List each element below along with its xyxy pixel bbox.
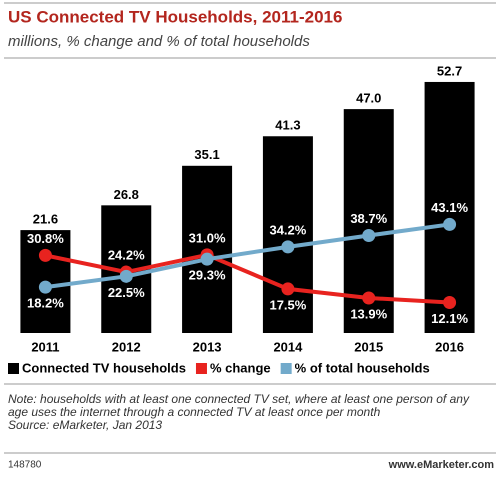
line-value-label: 22.5% [108,285,145,300]
chart-id: 148780 [8,460,42,471]
line-value-label: 18.2% [27,296,64,311]
bar-value-label: 35.1 [194,147,219,162]
line [45,252,450,305]
x-tick-label: 2014 [273,339,303,354]
x-tick-label: 2011 [31,339,59,354]
x-tick-label: 2012 [112,339,141,354]
note: Note: households with at least one conne… [8,392,469,419]
legend-label: % of total households [295,360,430,375]
chart-subtitle: millions, % change and % of total househ… [8,33,310,50]
bar-value-label: 41.3 [275,118,300,133]
line-value-label: 29.3% [189,268,226,283]
bar-value-label: 52.7 [437,63,462,78]
line-value-label: 17.5% [269,297,306,312]
x-tick-label: 2013 [193,339,222,354]
notes: Note: households with at least one conne… [8,393,488,432]
source: Source: eMarketer, Jan 2013 [8,418,163,432]
line [45,222,450,290]
point [443,217,457,231]
bar [262,136,313,333]
chart-title: US Connected TV Households, 2011-2016 [8,7,342,26]
line-value-label: 30.8% [27,231,64,246]
legend-label: % change [210,360,271,375]
point [281,282,295,296]
line-value-label: 31.0% [189,230,226,245]
point [200,252,214,266]
line-value-label: 34.2% [269,222,306,237]
point [443,296,457,310]
line-value-label: 24.2% [108,247,145,262]
bar-value-label: 47.0 [356,91,381,106]
point [38,248,52,262]
line-value-label: 38.7% [350,211,387,226]
bar-value-label: 21.6 [33,212,58,227]
point [119,269,133,283]
legend-swatch [8,363,19,374]
point [362,229,376,243]
x-tick-label: 2015 [354,339,383,354]
legend-swatch [280,363,292,374]
legend-swatch [195,363,207,374]
point [38,280,52,294]
point [281,240,295,254]
line-value-label: 12.1% [431,311,468,326]
brand: www.eMarketer.com [388,459,495,471]
bar-value-label: 26.8 [114,187,139,202]
bar [424,81,475,333]
legend: Connected TV households % change % of tota… [8,360,430,375]
x-tick-label: 2016 [435,339,464,354]
point [362,291,376,305]
line-value-label: 13.9% [350,306,387,321]
line-value-label: 43.1% [431,200,468,215]
legend-label: Connected TV households [22,360,186,375]
